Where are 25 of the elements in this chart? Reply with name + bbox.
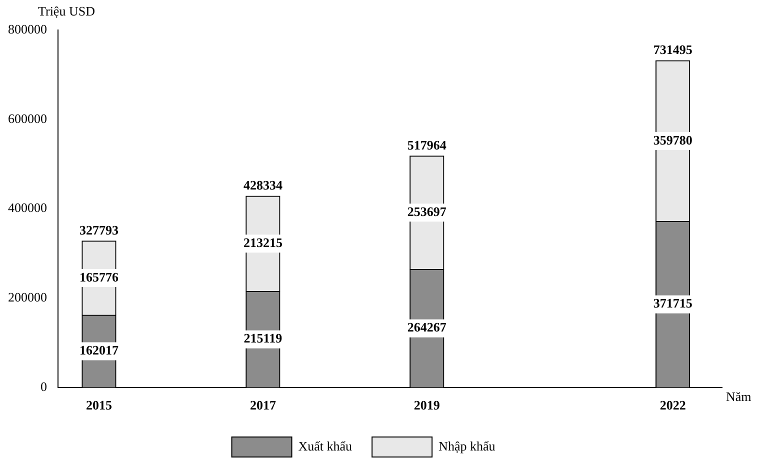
data-label: 215119 [244,330,283,346]
y-axis-title: Triệu USD [38,3,95,18]
total-label: 731495 [653,42,693,57]
y-tick-label: 400000 [8,200,47,216]
legend-label: Xuất khẩu [298,438,353,454]
data-label: 253697 [407,204,447,220]
x-tick-label: 2015 [86,398,112,413]
data-label: 213215 [243,235,283,250]
data-label: 264267 [407,320,447,335]
total-label: 428334 [243,177,283,192]
x-axis-title: Năm [726,388,752,404]
x-tick-label: 2019 [414,398,440,413]
y-tick-label: 600000 [8,110,47,126]
y-tick-label: 0 [40,378,47,394]
total-label: 327793 [79,222,119,238]
y-tick-label: 200000 [8,289,47,304]
data-label: 371715 [653,296,693,311]
data-label: 359780 [653,132,692,148]
legend-label: Nhập khẩu [438,438,496,454]
data-label: 165776 [79,269,119,284]
x-tick-label: 2017 [250,398,276,413]
total-label: 517964 [407,137,447,152]
x-tick-label: 2022 [660,398,686,413]
data-label: 162017 [79,342,119,358]
y-tick-label: 800000 [8,21,47,36]
